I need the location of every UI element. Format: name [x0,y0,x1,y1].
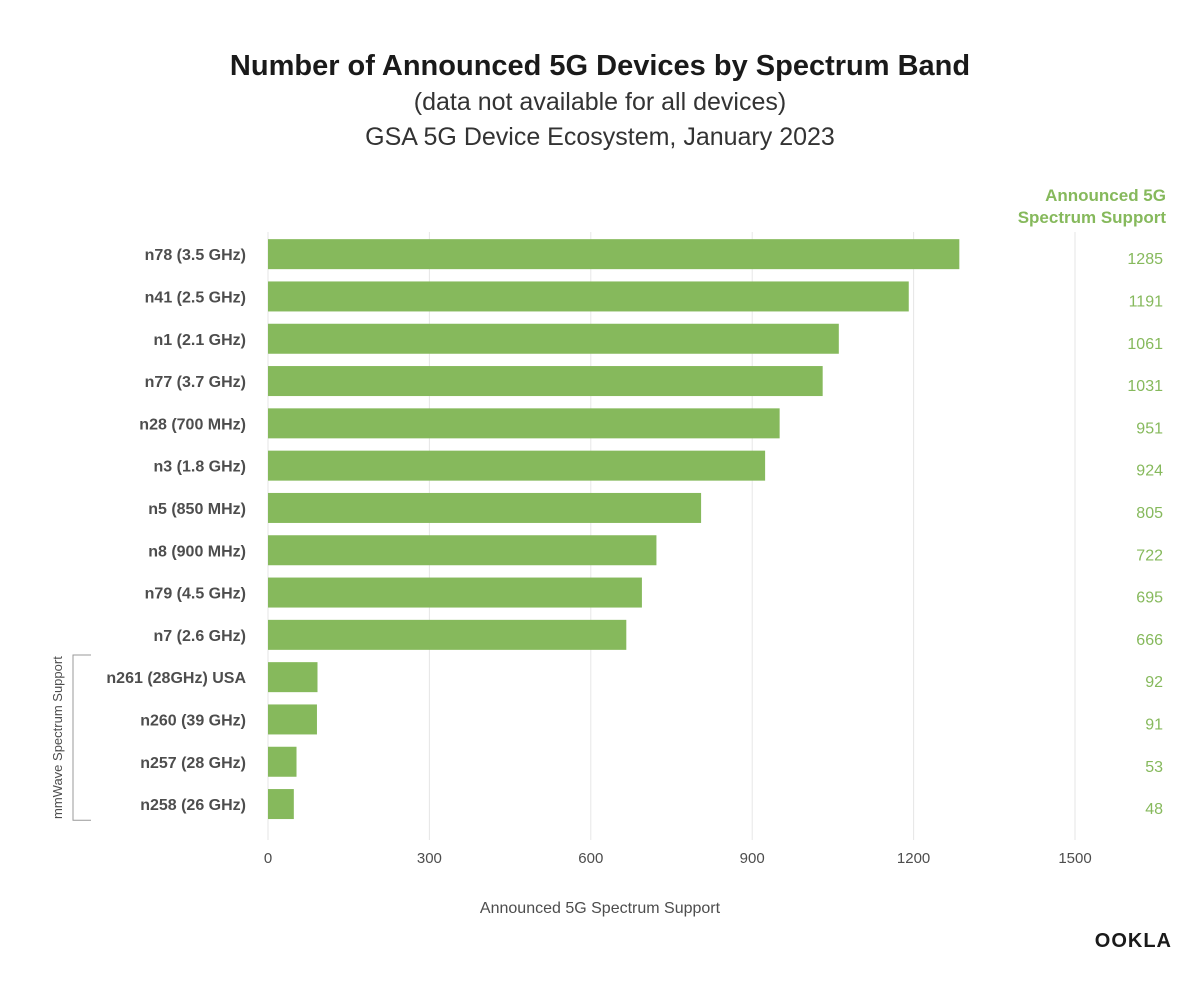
data-label: 695 [1136,590,1163,607]
category-label: n1 (2.1 GHz) [154,332,246,349]
x-tick-label: 300 [417,850,442,867]
category-label: n261 (28GHz) USA [106,670,246,687]
bar [268,492,702,523]
data-label: 805 [1136,505,1163,522]
chart-subtitle-line-2: GSA 5G Device Ecosystem, January 2023 [365,123,835,151]
x-tick-label: 900 [740,850,765,867]
ookla-logo: OOKLA [1095,930,1172,952]
data-label: 722 [1136,547,1163,564]
x-axis-title: Announced 5G Spectrum Support [480,900,721,917]
value-column-header-line-2: Spectrum Support [1018,208,1167,227]
chart-subtitle-line-1: (data not available for all devices) [414,88,786,116]
category-label: n79 (4.5 GHz) [145,586,246,603]
x-tick-label: 600 [578,850,603,867]
category-labels: n78 (3.5 GHz) n41 (2.5 GHz) n1 (2.1 GHz) n7… [106,247,246,814]
data-label: 1061 [1127,336,1163,353]
value-labels: 1285 1191 1061 1031 951 924 805 722 695 666 92 91 53… [1127,251,1163,818]
x-tick-label: 1500 [1058,850,1091,867]
bar [268,408,780,439]
category-label: n257 (28 GHz) [140,755,246,772]
bar [268,281,909,312]
value-column-header: Announced 5G Spectrum Support [1018,186,1167,227]
category-label: n260 (39 GHz) [140,712,246,729]
category-label: n41 (2.5 GHz) [145,289,246,306]
data-label: 53 [1145,759,1163,776]
ookla-logo-text: OOKLA [1095,930,1172,952]
value-column-header-line-1: Announced 5G [1045,186,1166,205]
data-label: 1285 [1127,251,1163,268]
bar [268,577,642,608]
data-label: 92 [1145,674,1163,691]
category-label: n7 (2.6 GHz) [154,628,246,645]
bar [268,239,960,270]
data-label: 1031 [1127,378,1163,395]
chart-title: Number of Announced 5G Devices by Spectr… [230,50,970,82]
bar [268,746,297,777]
category-label: n3 (1.8 GHz) [154,459,246,476]
bar [268,789,294,820]
category-label: n258 (26 GHz) [140,797,246,814]
bar [268,450,766,481]
bars [268,239,960,820]
category-label: n77 (3.7 GHz) [145,374,246,391]
x-tick-label: 1200 [897,850,930,867]
category-label: n78 (3.5 GHz) [145,247,246,264]
data-label: 924 [1136,463,1163,480]
data-label: 48 [1145,801,1163,818]
bar [268,704,317,735]
bar [268,366,823,397]
category-label: n28 (700 MHz) [139,416,246,433]
x-axis-tick-labels: 0 300 600 900 1200 1500 [264,850,1092,867]
bar [268,619,627,650]
mmwave-group-label: mmWave Spectrum Support [50,656,65,819]
bar [268,535,657,566]
bar [268,323,839,354]
data-label: 666 [1136,632,1163,649]
category-label: n8 (900 MHz) [148,543,246,560]
mmwave-group-bracket: mmWave Spectrum Support [50,654,91,821]
mmwave-bracket-line [72,654,91,821]
data-label: 91 [1145,716,1163,733]
data-label: 1191 [1129,293,1164,310]
category-label: n5 (850 MHz) [148,501,246,518]
chart-header: Number of Announced 5G Devices by Spectr… [230,50,970,151]
bar [268,662,318,693]
x-tick-label: 0 [264,850,272,867]
data-label: 951 [1136,420,1163,437]
